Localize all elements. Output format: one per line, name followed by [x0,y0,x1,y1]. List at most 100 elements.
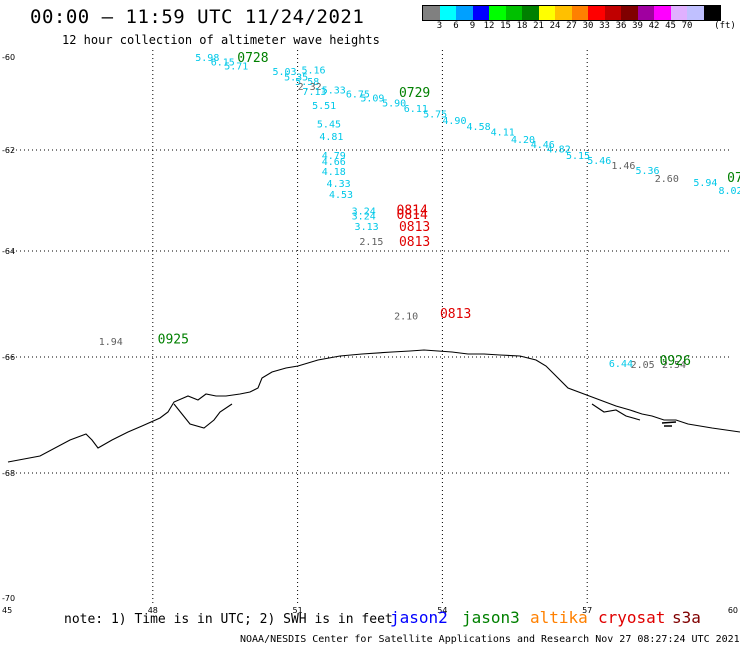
longitude-label: 57 [582,606,592,615]
wave-height-label: 4.33 [327,179,351,190]
colorbar-swatch [670,6,687,20]
colorbar-tick-label: 3 [436,21,443,31]
wave-height-label: 1.94 [99,337,123,348]
wave-height-label: 5.15 [566,151,590,162]
longitude-label: 45 [2,606,12,615]
longitude-label: 51 [293,606,303,615]
pass-time-label: 0729 [399,86,430,101]
colorbar-swatch [489,6,506,20]
pass-time-label: 0813 [399,220,430,235]
map-subtitle: 12 hour collection of altimeter wave hei… [62,33,380,47]
colorbar-tick-label: 70 [681,21,693,31]
pass-time-label: 0813 [440,307,471,322]
pass-time-label: 0813 [399,235,430,250]
mission-legend-item: s3a [672,608,701,627]
wave-height-label: 6.44 [609,359,633,370]
colorbar-tick-label: 45 [665,21,676,31]
wave-height-label: 2.15 [359,237,383,248]
wave-height-label: 4.46 [531,140,555,151]
wave-height-label: 5.71 [224,61,248,72]
wave-height-label: 5.36 [635,166,659,177]
wave-height-label: 2.05 [631,360,655,371]
wave-height-label: 3.24 [352,207,376,218]
wave-height-label: 2.60 [655,174,679,185]
colorbar-swatch [505,6,522,20]
colorbar-tick-label: 15 [500,21,511,31]
colorbar-tick-label: 39 [632,21,643,31]
colorbar-tick-label: 27 [566,21,577,31]
wave-height-colorbar [422,5,721,21]
pass-time-label: 0814 [397,204,428,219]
pass-time-label: 0926 [660,354,691,369]
colorbar-swatch [423,6,440,20]
observation-labels: 5.986.155.71 5.03 5.165.355.582.327.135.33… [99,51,740,371]
wave-height-label: 5.03 [273,67,297,78]
colorbar-tick-label: 18 [516,21,528,31]
wave-height-label: 7.13 [302,87,326,98]
mission-legend-item: altika [530,608,588,627]
colorbar-tick-label: 33 [599,21,610,31]
wave-height-label: 3.13 [355,222,379,233]
wave-height-label: 6.15 [211,58,235,69]
wave-height-label: 2.10 [394,312,418,323]
colorbar-tick-label: 9 [469,21,476,31]
wave-height-label: 4.20 [511,135,535,146]
colorbar-swatch [604,6,621,20]
colorbar-swatch [472,6,489,20]
wave-height-label: 4.11 [491,127,515,138]
latitude-label: -66 [2,353,15,362]
antarctica-coastline [7,349,740,463]
colorbar-tick-label: 6 [453,21,459,31]
wave-height-label: 5.75 [423,110,447,121]
colorbar-swatch [621,6,638,20]
latitude-label: -60 [2,53,15,62]
pass-time-label: 0728 [237,51,268,66]
wave-height-label: 4.82 [547,145,571,156]
wave-height-label: 5.51 [312,101,336,112]
wave-height-label: 5.58 [295,77,319,88]
wave-height-label: 5.98 [195,53,219,64]
colorbar-swatch [588,6,605,20]
colorbar-swatch [522,6,539,20]
coastline-island [661,421,677,427]
wave-height-label: 4.53 [329,190,353,201]
colorbar-swatch [571,6,588,20]
wave-height-label: 4.58 [467,122,491,133]
colorbar-tick-label: 21 [533,21,544,31]
wave-height-label: 2.32 [298,82,322,93]
wave-height-label: 4.18 [322,167,346,178]
mission-legend-item: cryosat [598,608,666,627]
colorbar-swatch [439,6,456,20]
colorbar-swatch [555,6,572,20]
colorbar-tick-label: 24 [549,21,561,31]
wave-height-label: 8.02 [718,186,740,197]
credit-line: NOAA/NESDIS Center for Satellite Applica… [240,634,740,645]
colorbar-tick-label: 36 [615,21,627,31]
pass-time-label: 0925 [158,332,189,347]
wave-height-label: 4.66 [322,157,346,168]
mission-legend-item: jason2 [390,608,448,627]
colorbar-swatch [654,6,671,20]
wave-height-label: 5.16 [301,66,325,77]
wave-height-label: 6.11 [404,104,428,115]
colorbar-swatch [687,6,704,20]
wave-height-label: 3.24 [352,212,376,223]
colorbar-swatch [538,6,555,20]
wave-height-label: 2.54 [662,360,686,371]
wave-height-label: 1.46 [611,161,635,172]
wave-height-label: 5.35 [284,73,308,84]
longitude-label: 60 [728,606,738,615]
latitude-label: -70 [2,594,15,603]
colorbar-swatch [456,6,473,20]
wave-height-label: 5.33 [322,86,346,97]
wave-height-label: 6.75 [346,89,370,100]
wave-height-label: 5.45 [317,119,341,130]
coastline-inlet-east [591,403,641,421]
wave-height-label: 4.79 [322,151,346,162]
wave-height-label: 5.94 [693,178,717,189]
wave-height-label: 4.81 [319,132,343,143]
colorbar-unit: (ft) [714,21,736,31]
longitude-label: 48 [148,606,158,615]
map-title: 00:00 — 11:59 UTC 11/24/2021 [30,6,365,28]
